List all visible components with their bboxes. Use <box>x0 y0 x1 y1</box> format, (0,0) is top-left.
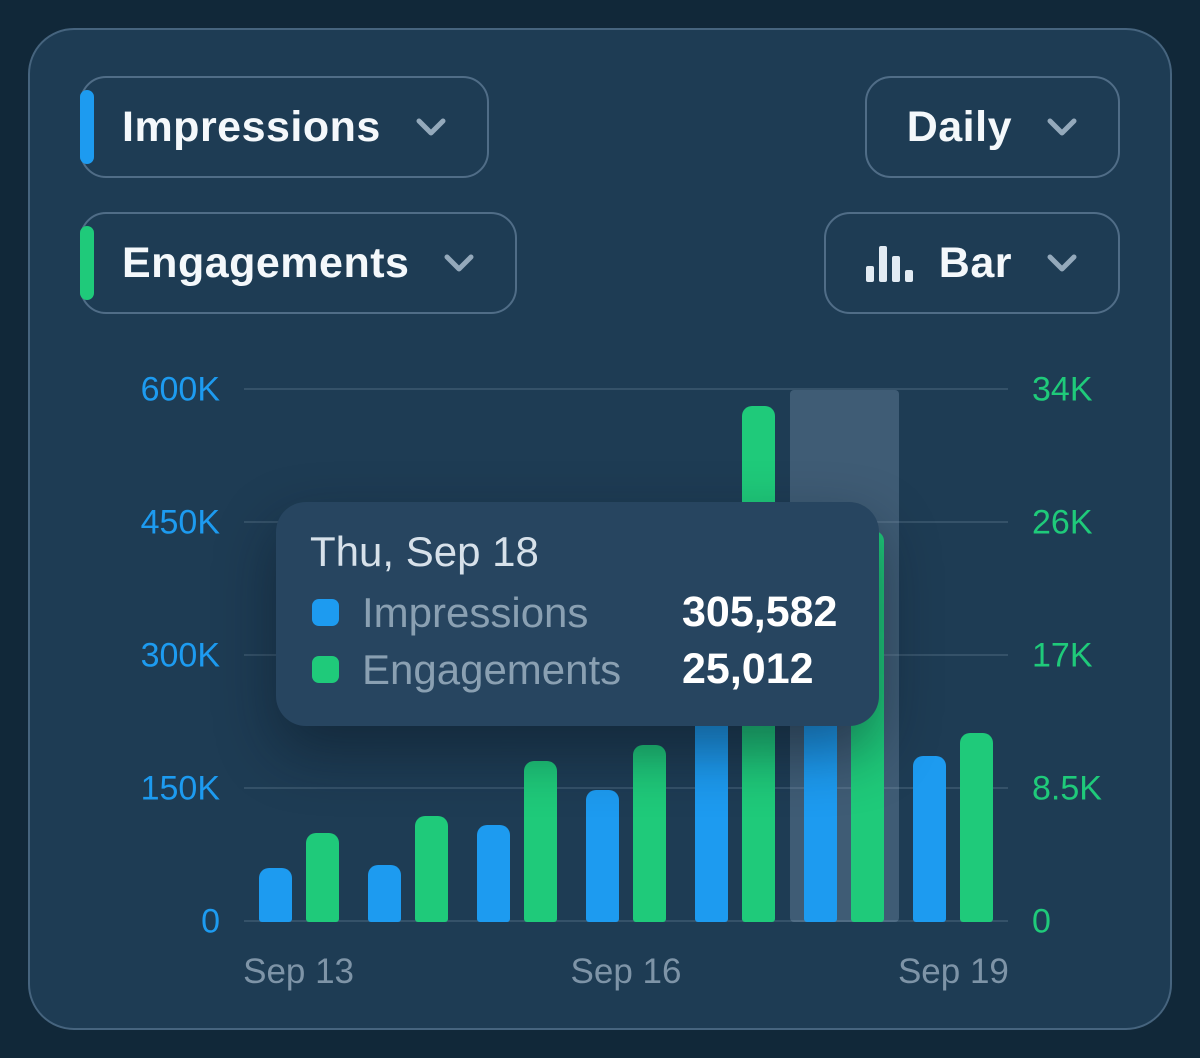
x-axis-track: Sep 13 Sep 16 Sep 19 <box>243 926 1009 998</box>
engagements-bar[interactable] <box>523 760 557 922</box>
engagements-swatch-icon <box>312 656 339 683</box>
engagements-bar[interactable] <box>632 745 666 922</box>
impressions-dropdown-label: Impressions <box>122 102 381 151</box>
bar-chart-icon <box>865 244 913 282</box>
chart-type-dropdown-label: Bar <box>938 238 1012 287</box>
chart-type-dropdown[interactable]: Bar <box>823 212 1120 314</box>
impressions-bar[interactable] <box>585 789 619 922</box>
controls-row-2: Engagements Bar <box>80 212 1120 314</box>
y-axis-tick-right: 0 <box>1032 902 1051 941</box>
tooltip-row: Impressions 305,582 <box>306 588 837 637</box>
chevron-down-icon <box>443 252 475 274</box>
impressions-bar[interactable] <box>695 700 729 922</box>
analytics-card: Impressions Daily Engagements Bar <box>28 28 1172 1030</box>
tooltip-row-value: 305,582 <box>682 588 838 636</box>
bar-group <box>462 390 571 922</box>
x-axis: Sep 13 Sep 16 Sep 19 <box>80 926 1120 998</box>
plot-area: Thu, Sep 18 Impressions 305,582 Engagement… <box>244 388 1008 922</box>
engagements-dropdown-label: Engagements <box>122 238 410 287</box>
engagements-bar[interactable] <box>960 732 994 922</box>
x-axis-label: Sep 13 <box>243 952 355 991</box>
y-axis-left: 0 150K 300K 450K 600K <box>80 371 228 941</box>
impressions-bar[interactable] <box>476 825 510 922</box>
impressions-bar[interactable] <box>258 867 292 922</box>
controls-row-1: Impressions Daily <box>80 76 1120 178</box>
y-axis-tick-right: 17K <box>1032 636 1093 675</box>
engagements-accent-bar <box>80 226 94 300</box>
y-axis-tick-right: 34K <box>1032 370 1093 409</box>
y-axis-right: 0 8.5K 17K 26K 34K <box>1024 371 1120 941</box>
bar-group <box>899 390 1008 922</box>
y-axis-tick-right: 26K <box>1032 503 1093 542</box>
chevron-down-icon <box>1046 116 1078 138</box>
y-axis-tick-left: 300K <box>140 636 220 675</box>
tooltip-title: Thu, Sep 18 <box>310 528 539 575</box>
y-axis-tick-left: 450K <box>140 503 220 542</box>
engagements-bar[interactable] <box>414 815 448 922</box>
y-axis-tick-left: 150K <box>140 769 220 808</box>
impressions-accent-bar <box>80 90 94 164</box>
x-axis-label: Sep 16 <box>570 952 682 991</box>
chart-area: 0 150K 300K 450K 600K Thu, Sep 18 Impression… <box>80 371 1120 941</box>
impressions-swatch-icon <box>312 599 339 626</box>
gridline <box>244 388 1008 390</box>
bar-group <box>244 390 353 922</box>
gridline <box>244 787 1008 789</box>
impressions-dropdown[interactable]: Impressions <box>80 76 489 178</box>
chart-tooltip: Thu, Sep 18 Impressions 305,582 Engagement… <box>276 502 880 726</box>
tooltip-row-label: Impressions <box>362 588 589 636</box>
tooltip-rows: Impressions 305,582 Engagements 25,012 <box>306 588 837 694</box>
tooltip-row: Engagements 25,012 <box>306 645 837 694</box>
bar-group <box>571 390 680 922</box>
engagements-bar[interactable] <box>305 832 339 922</box>
x-axis-label: Sep 19 <box>897 952 1009 991</box>
gridline <box>244 920 1008 922</box>
chevron-down-icon <box>1046 252 1078 274</box>
y-axis-tick-left: 600K <box>140 370 220 409</box>
chevron-down-icon <box>415 116 447 138</box>
tooltip-row-value: 25,012 <box>682 645 814 693</box>
impressions-bar[interactable] <box>367 865 401 922</box>
engagements-dropdown[interactable]: Engagements <box>80 212 518 314</box>
y-axis-tick-right: 8.5K <box>1032 769 1102 808</box>
y-axis-tick-left: 0 <box>201 902 220 941</box>
impressions-bar[interactable] <box>913 756 947 922</box>
tooltip-row-label: Engagements <box>362 645 622 693</box>
period-dropdown[interactable]: Daily <box>864 76 1120 178</box>
period-dropdown-label: Daily <box>906 102 1012 151</box>
bar-group <box>353 390 462 922</box>
